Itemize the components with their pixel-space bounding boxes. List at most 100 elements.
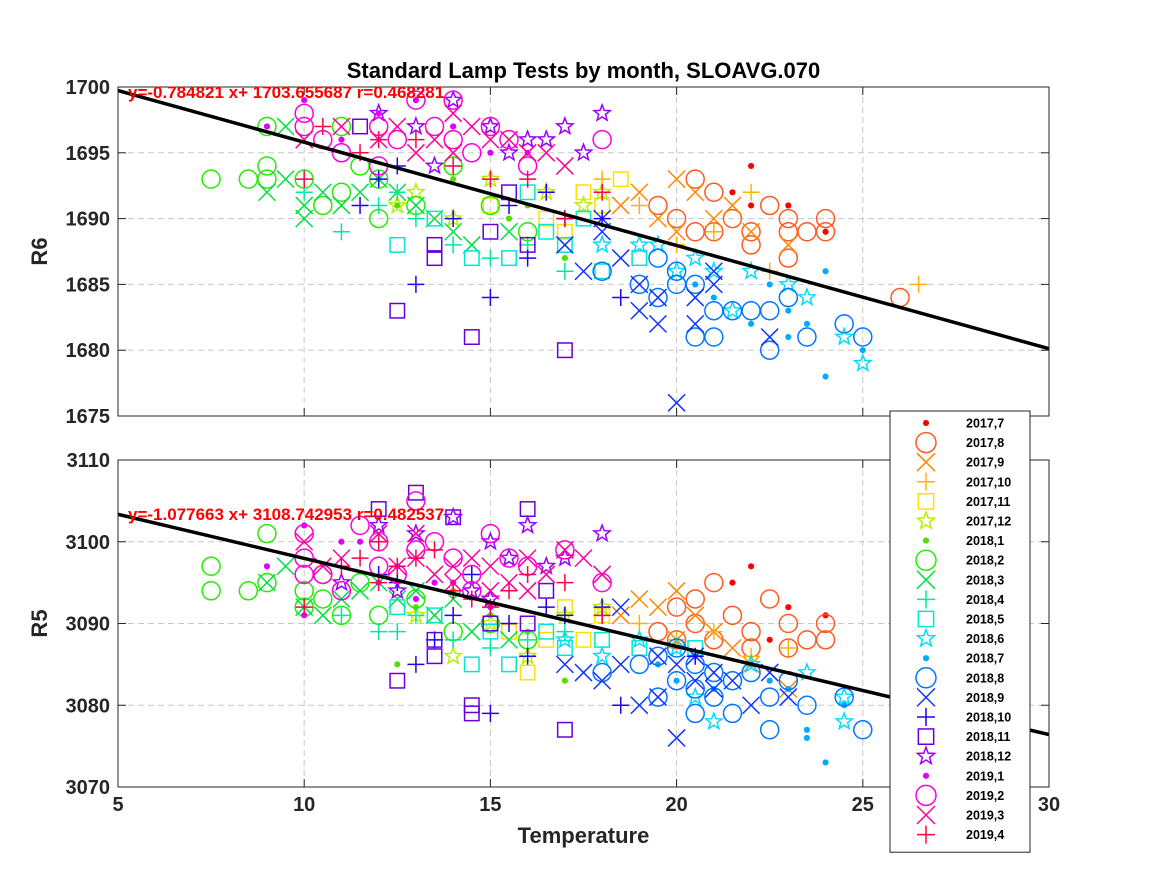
data-point-2018-4 [444,236,462,254]
data-point-2018-3 [332,589,351,609]
data-point-2017-11 [575,631,592,648]
data-point-2018-3 [313,606,332,625]
legend-marker [922,772,930,779]
y-axis-label: R5 [27,609,52,637]
data-point-2019-1 [338,538,345,545]
data-point-2018-3 [425,209,444,228]
data-point-2019-2 [480,116,501,137]
data-point-2017-8 [778,248,799,268]
data-point-2019-2 [406,491,426,511]
data-point-2018-9 [686,314,705,333]
data-point-2018-9 [574,663,593,682]
data-point-2018-12 [443,89,464,109]
legend-label: 2018,10 [966,711,1011,725]
legend-item: 2018,6 [915,627,1004,648]
legend-marker [922,655,930,662]
x-tick-label: 30 [1038,794,1060,816]
legend-item: 2017,7 [922,417,1004,431]
data-point-2019-1 [356,538,364,545]
data-point-2019-1 [263,123,271,130]
axes-frame-top [117,86,1050,417]
legend-label: 2019,3 [966,809,1004,823]
legend-label: 2018,11 [966,730,1011,744]
data-point-2019-4 [481,170,499,188]
data-point-2017-9 [667,222,686,241]
data-point-2018-3 [444,222,463,241]
data-point-2018-7 [803,320,811,327]
data-point-2018-9 [648,288,668,307]
legend-label: 2018,4 [966,593,1004,607]
data-point-2018-4 [556,262,574,280]
data-point-2018-2 [201,581,221,601]
legend-marker [915,745,937,766]
legend-item: 2018,9 [916,687,1004,707]
data-point-2018-11 [519,236,536,253]
y-tick-label: 1685 [66,274,111,296]
data-point-2018-12 [480,115,501,136]
legend-label: 2019,2 [966,789,1004,803]
legend-marker [917,728,935,746]
data-point-2017-8 [759,195,780,216]
data-point-2018-8 [592,662,612,683]
data-point-2018-11 [556,342,573,359]
data-point-2018-10 [537,598,555,616]
data-point-2018-3 [295,196,314,215]
data-point-2019-1 [487,149,494,156]
data-point-2019-3 [518,549,537,568]
data-point-2018-11 [519,501,536,518]
legend-item: 2017,9 [916,452,1004,472]
legend-marker [917,493,935,510]
data-point-2017-9 [611,606,630,625]
data-point-2017-7 [785,202,792,209]
data-point-2017-9 [686,183,705,202]
legend-box [889,410,1031,853]
data-point-2017-8 [815,222,836,242]
y-tick-label: 3070 [66,777,111,799]
data-point-2018-7 [859,347,866,354]
data-point-2018-2 [331,605,352,626]
data-point-2018-5 [594,263,611,280]
data-point-2018-12 [480,531,501,551]
data-point-2019-2 [443,548,463,568]
data-point-2018-2 [201,556,221,577]
y-tick-label: 1700 [66,77,111,99]
data-point-2018-6 [834,326,855,346]
data-point-2018-6 [591,645,613,665]
data-point-2018-10 [500,615,518,632]
data-point-2019-4 [407,131,425,149]
data-point-2017-11 [538,210,555,227]
data-point-2018-11 [352,118,369,135]
data-point-2017-11 [631,250,648,267]
data-point-2018-4 [332,606,350,624]
legend-marker [916,805,936,825]
y-tick-label: 1695 [66,143,111,165]
y-axis-label: R6 [27,237,52,265]
data-point-2018-8 [666,670,687,691]
data-point-2019-2 [555,540,575,560]
data-point-2017-8 [704,572,724,593]
data-point-2018-3 [499,630,519,649]
data-point-2018-2 [480,195,501,216]
data-point-2017-9 [723,196,742,215]
data-point-2018-2 [238,581,259,601]
data-point-2018-9 [630,275,649,294]
data-point-2018-12 [498,142,520,162]
data-point-2019-3 [593,565,612,584]
legend-label: 2018,2 [966,554,1004,568]
data-point-2018-12 [591,522,613,543]
data-point-2018-9 [742,696,761,715]
data-point-2018-12 [591,102,613,122]
axes-frame-bottom [117,459,1050,788]
x-tick-label: 25 [852,794,874,816]
data-point-2019-1 [301,522,308,529]
data-point-2018-5 [556,236,573,253]
data-point-2019-3 [481,130,500,149]
data-point-2017-10 [742,183,760,201]
data-point-2018-1 [561,254,568,262]
data-point-2017-10 [779,639,797,657]
data-point-2017-10 [705,623,723,641]
data-point-2018-12 [424,155,445,175]
data-point-2019-2 [294,116,314,137]
data-point-2018-8 [629,654,650,675]
